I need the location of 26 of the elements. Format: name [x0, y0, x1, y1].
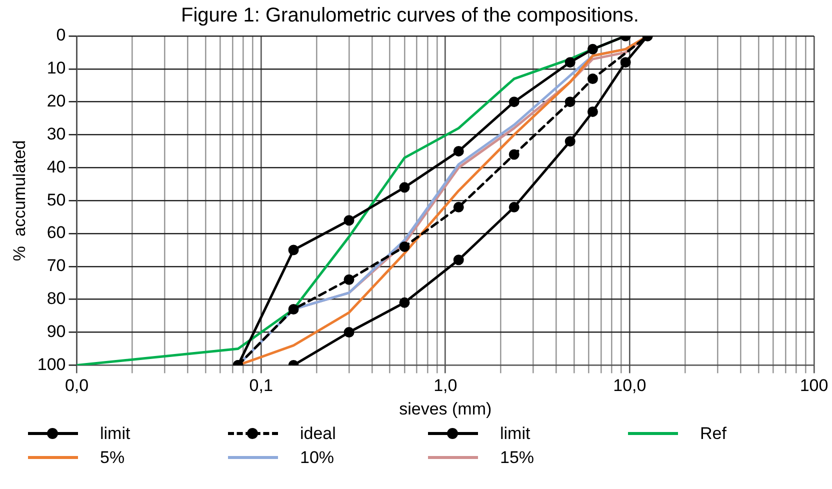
y-tick-label: 0	[56, 26, 66, 45]
y-tick-label: 40	[46, 157, 66, 176]
x-tick-label: 10,0	[613, 376, 646, 396]
x-tick-label: 100	[800, 376, 828, 396]
chart-title: Figure 1: Granulometric curves of the compositions.	[181, 4, 639, 27]
y-tick-label: 90	[46, 322, 66, 341]
legend-label: 15%	[500, 448, 534, 468]
x-tick-label: 1,0	[434, 376, 458, 396]
y-tick-label: 30	[46, 124, 66, 144]
legend-label: 5%	[100, 448, 125, 468]
legend-label: 10%	[300, 448, 334, 468]
legend-label: limit	[100, 424, 130, 444]
legend-label: limit	[500, 424, 530, 444]
y-tick-label: 100	[37, 354, 66, 374]
x-tick-label: 0,0	[64, 376, 89, 396]
legend-label: ideal	[300, 424, 336, 444]
y-tick-label: 60	[46, 223, 66, 242]
y-tick-label: 20	[46, 92, 66, 111]
y-axis-title: % accumulated	[10, 140, 29, 262]
x-axis-title: sieves (mm)	[399, 399, 492, 418]
y-tick-label: 10	[46, 58, 66, 78]
legend-label: Ref	[700, 424, 726, 444]
x-tick-label: 0,1	[249, 376, 273, 396]
y-tick-label: 50	[46, 190, 66, 210]
y-tick-label: 80	[46, 289, 66, 308]
y-tick-label: 70	[46, 256, 66, 276]
